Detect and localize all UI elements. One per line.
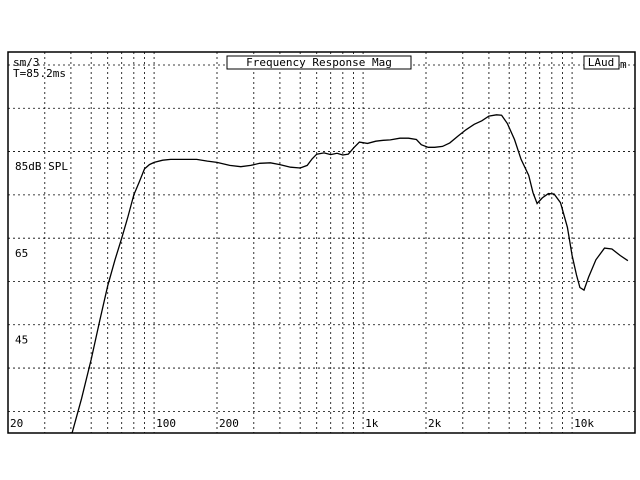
chart-title-box: Frequency Response Mag [226,55,412,70]
response-curve [71,114,629,433]
tick-labels: 20 100 200 1k 2k 10k 85dB SPL 65 45 [10,160,594,430]
plot-frame [7,51,636,434]
series-layer [71,114,629,433]
unit-badge-suffix: m [620,58,627,71]
grid-lines [8,52,635,433]
x-tick-label: 10k [574,417,594,430]
x-tick-label: 100 [156,417,176,430]
x-tick-label: 1k [365,417,379,430]
unit-badge-label: LAud [588,56,615,69]
y-tick-label: 85dB SPL [15,160,68,173]
unit-badge: LAud m [583,55,627,71]
x-tick-label: 200 [219,417,239,430]
y-tick-label: 45 [15,333,28,346]
x-tick-label: 20 [10,417,23,430]
y-tick-label: 65 [15,247,28,260]
smoothing-label: sm/3 [13,56,40,69]
gate-time-label: T=85.2ms [13,67,66,80]
x-tick-label: 2k [428,417,442,430]
chart-title: Frequency Response Mag [246,56,392,69]
